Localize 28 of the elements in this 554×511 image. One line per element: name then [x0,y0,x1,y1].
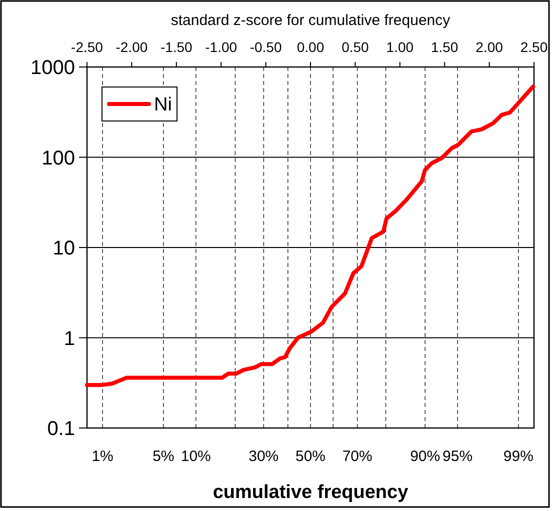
y-tick-label: 1000 [30,57,75,79]
x-tick-label: 1.50 [430,39,458,55]
y-tick-label: 1 [64,328,75,350]
x-tick-label: 1.00 [386,39,414,55]
x-axis-title: standard z-score for cumulative frequency [170,12,451,29]
x-tick-label: 0.50 [342,39,370,55]
text: cumulative frequency [212,482,409,503]
text: 99% [503,448,534,465]
text: 5% [152,448,174,465]
text: 30% [248,448,279,465]
legend-label: Ni [154,94,172,116]
text: 95% [442,448,473,465]
x-tick-label: -2.50 [71,39,104,55]
y-tick-label: 0.1 [47,418,75,440]
y-tick-label: 100 [42,147,75,170]
text: 90% [410,448,440,465]
x-tick-label: -2.00 [116,39,148,55]
y-tick-label: 10 [52,238,75,260]
x-tick-label: 2.00 [476,39,504,55]
x-tick-label: 0.00 [296,39,324,55]
x-tick-label: -1.00 [205,39,238,55]
text: 10% [180,448,211,465]
x-tick-label: 2.50 [520,39,548,55]
text: 50% [295,448,326,465]
x-tick-label: -1.50 [160,39,193,55]
text: 1% [92,448,114,465]
x-tick-label: -0.50 [250,39,282,55]
text: 70% [342,448,372,465]
